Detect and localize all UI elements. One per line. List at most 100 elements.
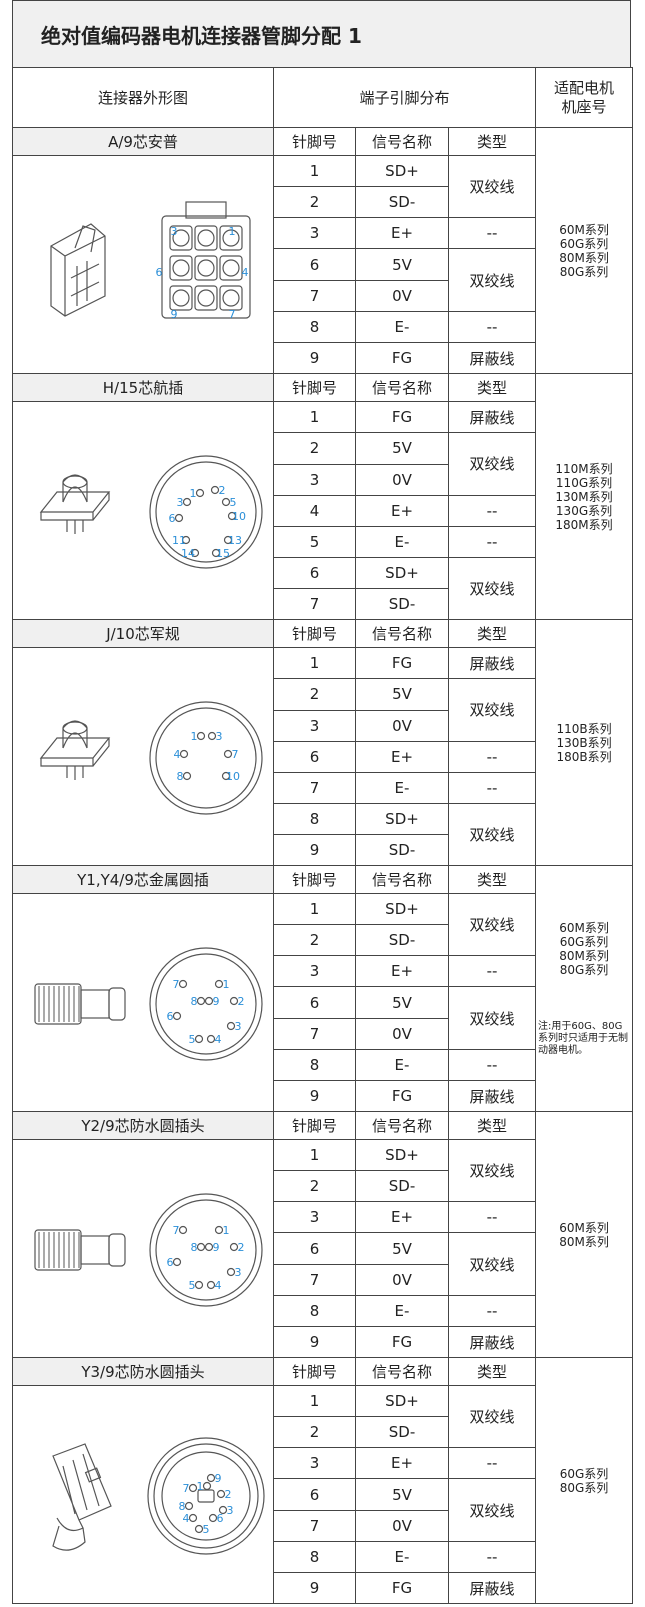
pin-row: 9 SD- xyxy=(13,834,633,866)
pin-label: 3 xyxy=(177,496,184,509)
pin xyxy=(197,229,215,247)
wire-type: 屏蔽线 xyxy=(447,1326,537,1358)
pin xyxy=(226,1267,236,1277)
pin-number: 7 xyxy=(273,771,356,804)
models-cell: 60M系列 60G系列 80M系列 80G系列 注:用于60G、80G系列时只适用于无制… xyxy=(535,865,634,1112)
plug-nut xyxy=(108,987,126,1021)
signal-name: SD+ xyxy=(355,802,449,835)
pin xyxy=(206,1473,216,1483)
pin-row: 9 7 1 2 8 4 5 6 3 1 SD+ 双绞线 xyxy=(12,1385,633,1604)
model: 130M系列 xyxy=(555,489,613,504)
pin-label: 3 xyxy=(216,730,223,743)
plug-neck xyxy=(80,989,110,1019)
wire-type: -- xyxy=(447,525,537,558)
pin xyxy=(172,229,190,247)
wire-type: 屏蔽线 xyxy=(447,401,537,433)
pin-label: 4 xyxy=(215,1279,222,1292)
models-cell: 110M系列 110G系列 130M系列 130G系列 180M系列 xyxy=(535,373,634,620)
signal-name: SD- xyxy=(355,186,449,218)
signal-name: FG xyxy=(355,1080,449,1112)
wire-type: 双绞线 xyxy=(447,432,537,496)
pin xyxy=(172,1257,182,1267)
models-cell: 110B系列 130B系列 180B系列 xyxy=(535,619,634,866)
column-header: 信号名称 xyxy=(355,1357,449,1386)
face-key xyxy=(185,201,227,219)
pin-number: 2 xyxy=(273,432,356,465)
model: 60G系列 xyxy=(559,1466,609,1481)
pin-number: 2 xyxy=(273,678,356,711)
header-cell: 端子引脚分布 xyxy=(272,67,537,128)
signal-name: 5V xyxy=(355,678,449,711)
pin-number: 7 xyxy=(273,1018,356,1050)
pin-label: 10 xyxy=(226,770,240,783)
signal-name: 0V xyxy=(355,1510,449,1542)
pin-number: 1 xyxy=(273,893,356,925)
pin xyxy=(211,548,221,558)
model: 60M系列 xyxy=(559,920,609,935)
pin xyxy=(194,1280,204,1290)
connector-name: Y3/9芯防水圆插头 xyxy=(12,1357,274,1386)
pin-row: 3 E+ -- xyxy=(13,1447,633,1479)
models: 110B系列 130B系列 180B系列 xyxy=(537,721,632,764)
pin-number: 1 xyxy=(273,401,356,433)
pin-row: 2 SD- xyxy=(13,186,633,218)
pin-label: 11 xyxy=(172,534,186,547)
pin-number: 7 xyxy=(273,588,356,620)
column-header: 信号名称 xyxy=(355,127,449,156)
pin-row: 8 SD+ 双绞线 xyxy=(13,802,633,866)
pin-number: 3 xyxy=(273,1201,356,1233)
pin-row: 8 E- -- xyxy=(13,311,633,343)
pin-number: 8 xyxy=(273,311,356,343)
model: 110B系列 xyxy=(556,721,612,736)
pin-number: 6 xyxy=(273,248,356,281)
models-cell: 60G系列 80G系列 xyxy=(535,1357,634,1604)
pin-label: 7 xyxy=(173,1224,180,1237)
face-inner xyxy=(155,461,257,563)
pin-label: 5 xyxy=(203,1523,210,1536)
plug-neck xyxy=(80,1235,110,1265)
signal-name: 5V xyxy=(355,986,449,1019)
signal-name: 5V xyxy=(355,432,449,465)
pin xyxy=(174,513,184,523)
pin-label: 14 xyxy=(181,547,195,560)
face-outer xyxy=(149,947,263,1061)
model: 80G系列 xyxy=(559,1480,609,1495)
pin-row: 5 E- -- xyxy=(13,525,633,558)
pin xyxy=(196,731,206,741)
pin-label: 6 xyxy=(217,1512,224,1525)
column-header: 信号名称 xyxy=(355,1111,449,1140)
pin-number: 9 xyxy=(273,834,356,866)
pin-number: 2 xyxy=(273,924,356,956)
pin-number: 6 xyxy=(273,556,356,589)
pin-table: 连接器外形图 端子引脚分布 适配电机机座号 A/9芯安普 针脚号 信号名称 类型 60M系列 6… xyxy=(12,67,634,1604)
model: 130B系列 xyxy=(556,735,612,750)
signal-name: E- xyxy=(355,311,449,343)
pin xyxy=(188,1483,198,1493)
pin-label: 1 xyxy=(223,978,230,991)
pin-number: 9 xyxy=(273,342,356,374)
pin xyxy=(218,1505,228,1515)
column-header: 类型 xyxy=(447,865,537,894)
pin-label: 7 xyxy=(232,748,239,761)
pin-row: 3 E+ -- xyxy=(13,1201,633,1233)
pin-number: 9 xyxy=(273,1326,356,1358)
pin-row: 7 0V xyxy=(13,1510,633,1542)
model: 60M系列 xyxy=(559,222,609,237)
plug-face xyxy=(62,475,88,489)
pin-row: 9 FG 屏蔽线 xyxy=(13,1572,633,1604)
pin-label: 6 xyxy=(169,512,176,525)
models: 60G系列 80G系列 xyxy=(537,1466,632,1495)
model: 80M系列 xyxy=(559,948,609,963)
wire-type: 双绞线 xyxy=(447,248,537,312)
connector-drawing: 1 2 3 5 6 10 11 13 14 15 xyxy=(39,455,263,569)
signal-name: 5V xyxy=(355,1478,449,1511)
wire-type: 双绞线 xyxy=(447,893,537,956)
face xyxy=(161,215,251,319)
pin-label: 9 xyxy=(213,995,220,1008)
signal-name: SD- xyxy=(355,834,449,866)
signal-name: E- xyxy=(355,1541,449,1573)
pin xyxy=(202,1481,212,1491)
section-header-row: Y3/9芯防水圆插头 针脚号 信号名称 类型 60G系列 80G系列 xyxy=(12,1357,634,1604)
connector-drawing: 1 3 4 7 8 10 xyxy=(39,701,263,815)
